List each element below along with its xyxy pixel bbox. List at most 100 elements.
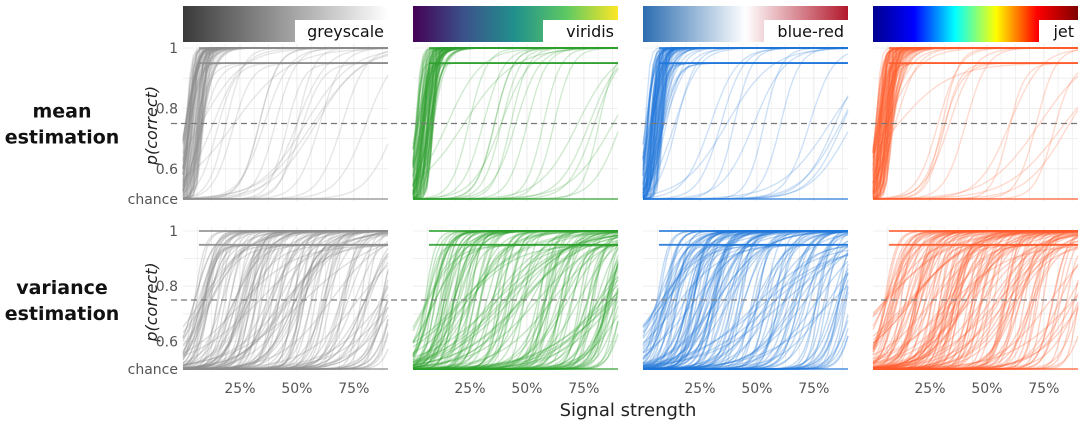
curve-1-3-134 <box>872 232 1079 364</box>
curve-1-3-46 <box>872 230 1079 337</box>
curve-1-0-39 <box>182 244 388 354</box>
curve-0-3-77 <box>872 62 1078 194</box>
curve-0-3-85 <box>872 62 1078 194</box>
curve-1-2-6 <box>642 230 849 369</box>
curve-1-3-8 <box>872 240 1079 369</box>
curve-1-1-108 <box>413 231 619 370</box>
curve-1-2-121 <box>642 254 849 367</box>
curve-1-1-74 <box>412 231 619 348</box>
curve-1-2-55 <box>642 284 849 370</box>
curve-1-3-28 <box>872 230 1079 344</box>
x-tick-1-2: 75% <box>568 381 599 397</box>
x-tick-2-0: 25% <box>684 381 715 397</box>
y-tick-0-1: 0.8 <box>156 101 178 117</box>
curve-0-0-93 <box>183 62 388 200</box>
colormap-label-bg-1 <box>543 20 618 42</box>
curve-0-0-90 <box>182 47 389 179</box>
x-tick-3-1: 50% <box>971 381 1002 397</box>
curve-1-3-4 <box>872 230 1079 369</box>
curve-1-1-48 <box>412 234 619 362</box>
panel-0-1 <box>412 44 619 201</box>
curve-1-1-46 <box>412 236 619 366</box>
curve-1-3-60 <box>872 230 1079 369</box>
curve-1-2-131 <box>642 233 849 370</box>
curve-1-0-35 <box>182 244 389 369</box>
colormap-label-2: blue-red <box>777 22 844 41</box>
colormap-label-3: jet <box>1052 22 1074 41</box>
curve-1-1-59 <box>412 236 619 366</box>
curve-1-1-95 <box>412 234 619 358</box>
y-tick-1-3: chance <box>128 362 178 378</box>
curve-0-0-82 <box>182 53 389 200</box>
curve-1-0-41 <box>182 232 389 369</box>
curve-1-3-117 <box>872 240 1079 368</box>
y-tick-1-0: 1 <box>169 224 178 240</box>
curve-1-3-1 <box>872 231 1079 368</box>
y-axis-label-0: p(correct) <box>142 86 161 166</box>
y-axis-label-1: p(correct) <box>142 262 161 342</box>
panel-1-3 <box>872 227 1079 371</box>
panel-1-0 <box>182 227 389 371</box>
x-tick-2-2: 75% <box>798 381 829 397</box>
curve-0-0-17 <box>182 54 389 199</box>
curve-1-1-77 <box>413 284 619 370</box>
curve-1-3-120 <box>872 230 1079 370</box>
curve-0-0-58 <box>182 51 389 199</box>
curve-1-1-40 <box>412 239 619 368</box>
colormap-label-bg-3 <box>1039 20 1078 42</box>
curve-1-3-137 <box>872 234 1079 365</box>
row-label-1-0: variance <box>16 277 108 299</box>
curve-1-2-129 <box>642 230 849 365</box>
y-tick-0-2: 0.6 <box>156 162 178 178</box>
colormap-label-1: viridis <box>566 22 614 41</box>
curve-1-0-46 <box>182 243 389 365</box>
curve-0-2-91 <box>642 47 849 197</box>
curve-1-1-6 <box>412 244 619 367</box>
x-tick-2-1: 50% <box>741 381 772 397</box>
curve-1-3-133 <box>872 231 1079 362</box>
row-label-0-1: estimation <box>5 127 120 149</box>
x-tick-0-1: 50% <box>281 381 312 397</box>
curve-1-3-66 <box>873 237 1079 370</box>
colormap-label-bg-0 <box>295 20 388 42</box>
y-tick-1-1: 0.8 <box>156 279 178 295</box>
curve-1-0-88 <box>182 230 389 370</box>
curve-0-1-20 <box>412 47 618 197</box>
y-tick-1-2: 0.6 <box>156 334 178 350</box>
panel-1-2 <box>642 227 849 371</box>
curve-1-3-26 <box>872 232 1079 370</box>
curve-1-3-118 <box>872 233 1079 370</box>
x-tick-0-0: 25% <box>224 381 255 397</box>
curve-1-1-94 <box>412 232 619 368</box>
curve-1-0-105 <box>182 243 389 370</box>
curve-1-2-37 <box>642 230 849 364</box>
row-label-1-1: estimation <box>5 303 120 325</box>
curve-1-1-107 <box>412 295 619 370</box>
curve-1-3-50 <box>872 230 1078 344</box>
row-label-0-0: mean <box>32 101 91 123</box>
curve-1-2-1 <box>642 230 849 367</box>
x-tick-0-2: 75% <box>338 381 369 397</box>
panel-1-1 <box>412 227 619 371</box>
curve-1-3-80 <box>873 233 1079 370</box>
x-axis-label: Signal strength <box>560 400 697 421</box>
curve-1-2-35 <box>642 254 849 365</box>
curve-0-1-49 <box>412 47 618 197</box>
curve-1-2-107 <box>642 230 848 354</box>
curve-0-3-55 <box>872 75 1079 200</box>
curve-1-2-75 <box>642 252 849 370</box>
curve-1-3-113 <box>872 230 1078 369</box>
curve-1-0-70 <box>182 232 389 369</box>
curve-1-2-110 <box>643 231 849 370</box>
curve-1-1-138 <box>412 234 619 363</box>
curve-1-3-76 <box>872 230 1079 314</box>
panel-0-0 <box>182 44 389 201</box>
curve-1-1-127 <box>412 231 619 363</box>
curve-1-1-78 <box>412 234 619 364</box>
curve-1-1-135 <box>412 241 619 369</box>
curve-1-3-48 <box>872 231 1079 356</box>
panel-0-2 <box>642 44 849 201</box>
curve-1-2-100 <box>642 249 849 367</box>
curve-1-3-18 <box>872 246 1079 360</box>
